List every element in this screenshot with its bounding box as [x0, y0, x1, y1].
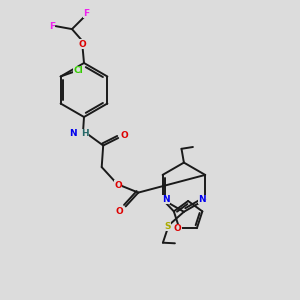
Text: N: N: [162, 195, 170, 204]
Text: F: F: [49, 22, 55, 31]
Text: O: O: [115, 207, 123, 216]
Text: F: F: [83, 9, 89, 18]
Text: H: H: [81, 129, 89, 138]
Text: N: N: [69, 129, 77, 138]
Text: N: N: [198, 195, 206, 204]
Text: O: O: [174, 224, 182, 233]
Text: S: S: [164, 222, 171, 231]
Text: O: O: [121, 131, 129, 140]
Text: O: O: [114, 181, 122, 190]
Text: O: O: [79, 40, 86, 49]
Text: Cl: Cl: [73, 66, 83, 75]
